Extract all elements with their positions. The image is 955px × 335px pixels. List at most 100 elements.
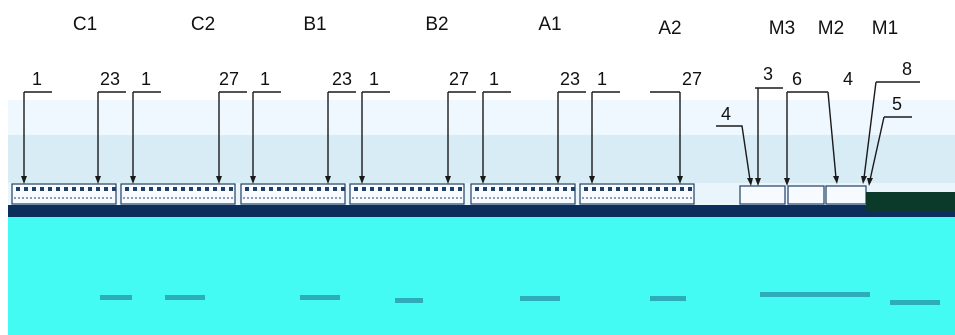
pin-label-a1-left: 1 (489, 69, 499, 89)
connector-pin (165, 187, 169, 191)
connector-pin (72, 187, 76, 191)
leader-c2-left (132, 91, 161, 178)
module-block (825, 185, 867, 205)
connector-pin (688, 187, 692, 191)
connector-pin (293, 187, 297, 191)
connector-pin (24, 187, 28, 191)
connector-pin (133, 187, 137, 191)
connector-pin (507, 187, 511, 191)
module-label-m3: M3 (769, 18, 795, 39)
leader-callout-6 (786, 91, 812, 180)
connector-pin (333, 187, 337, 191)
connector-pin (664, 187, 668, 191)
pin-label-a1-right: 23 (560, 69, 580, 89)
group-label-b2: B2 (425, 14, 448, 35)
connector-pin (157, 187, 161, 191)
connector-pin (563, 187, 567, 191)
leader-a2-right (650, 91, 681, 178)
connector-pin (442, 187, 446, 191)
leader-callout-4-right (812, 91, 837, 179)
dark-strip (8, 205, 955, 217)
connector-pin (592, 187, 596, 191)
connector-pin (584, 187, 588, 191)
connector-pin (205, 187, 209, 191)
leader-lines (23, 81, 920, 181)
connector-block (349, 183, 465, 205)
callout-label-8: 8 (902, 59, 912, 79)
connector-row (11, 183, 695, 205)
connector-pin (632, 187, 636, 191)
connector-pin (648, 187, 652, 191)
ground-mark (520, 296, 560, 301)
connector-pin (40, 187, 44, 191)
arrow-b2-right (445, 176, 451, 184)
leader-callout-5 (869, 116, 912, 181)
arrow-a2-right (677, 176, 683, 184)
ground-mark (395, 298, 423, 303)
leader-b1-left (252, 91, 281, 178)
arrow-c2-left (130, 176, 136, 184)
connector-pin (48, 187, 52, 191)
connector-pin (189, 187, 193, 191)
connector-pin (555, 187, 559, 191)
connector-pin (301, 187, 305, 191)
group-label-a2: A2 (658, 18, 681, 39)
connector-pin (104, 187, 108, 191)
arrow-a2-left (589, 176, 595, 184)
connector-pin (531, 187, 535, 191)
connector-block (579, 183, 695, 205)
connector-pin (285, 187, 289, 191)
connector-block (11, 183, 117, 205)
connector-pin (112, 187, 116, 191)
connector-pin (88, 187, 92, 191)
connector-body (120, 183, 236, 205)
callout-label-4-left: 4 (721, 104, 731, 124)
arrow-b1-right (325, 176, 331, 184)
arrow-b2-left (359, 176, 365, 184)
connector-pin (370, 187, 374, 191)
connector-pin (410, 187, 414, 191)
leader-callout-4-left (716, 125, 751, 181)
arrow-c2-right (216, 176, 222, 184)
connector-pin (680, 187, 684, 191)
arrow-a1-right (555, 176, 561, 184)
connector-pin (386, 187, 390, 191)
connector-pin (426, 187, 430, 191)
connector-pin (317, 187, 321, 191)
connector-block (470, 183, 576, 205)
connector-pin (434, 187, 438, 191)
pin-label-b2-right: 27 (449, 69, 469, 89)
pin-label-a2-right: 27 (682, 69, 702, 89)
group-label-b1: B1 (303, 14, 326, 35)
connector-pin (149, 187, 153, 191)
connector-body (349, 183, 465, 205)
arrow-a1-left (480, 176, 486, 184)
sky-band (8, 100, 955, 135)
connector-pin (640, 187, 644, 191)
group-label-c2: C2 (191, 14, 215, 35)
connector-pin (213, 187, 217, 191)
connector-pin (221, 187, 225, 191)
connector-pin (64, 187, 68, 191)
group-label-c1: C1 (73, 14, 97, 35)
ground-mark (650, 296, 686, 301)
leader-c1-right (97, 91, 126, 178)
connector-pin (491, 187, 495, 191)
connector-pin (253, 187, 257, 191)
connector-pin (125, 187, 129, 191)
connector-pin (261, 187, 265, 191)
connector-pin (656, 187, 660, 191)
callout-label-6: 6 (792, 69, 802, 89)
connector-pin (672, 187, 676, 191)
module-label-m1: M1 (872, 18, 898, 39)
leader-b2-left (361, 91, 390, 178)
connector-block (240, 183, 346, 205)
ground-mark (760, 292, 870, 297)
connector-pin (56, 187, 60, 191)
arrow-callout-4-left (747, 178, 753, 186)
callout-label-3: 3 (763, 64, 773, 84)
connector-block (120, 183, 236, 205)
connector-pin (325, 187, 329, 191)
pin-label-b2-left: 1 (369, 69, 379, 89)
arrow-c1-right (95, 176, 101, 184)
